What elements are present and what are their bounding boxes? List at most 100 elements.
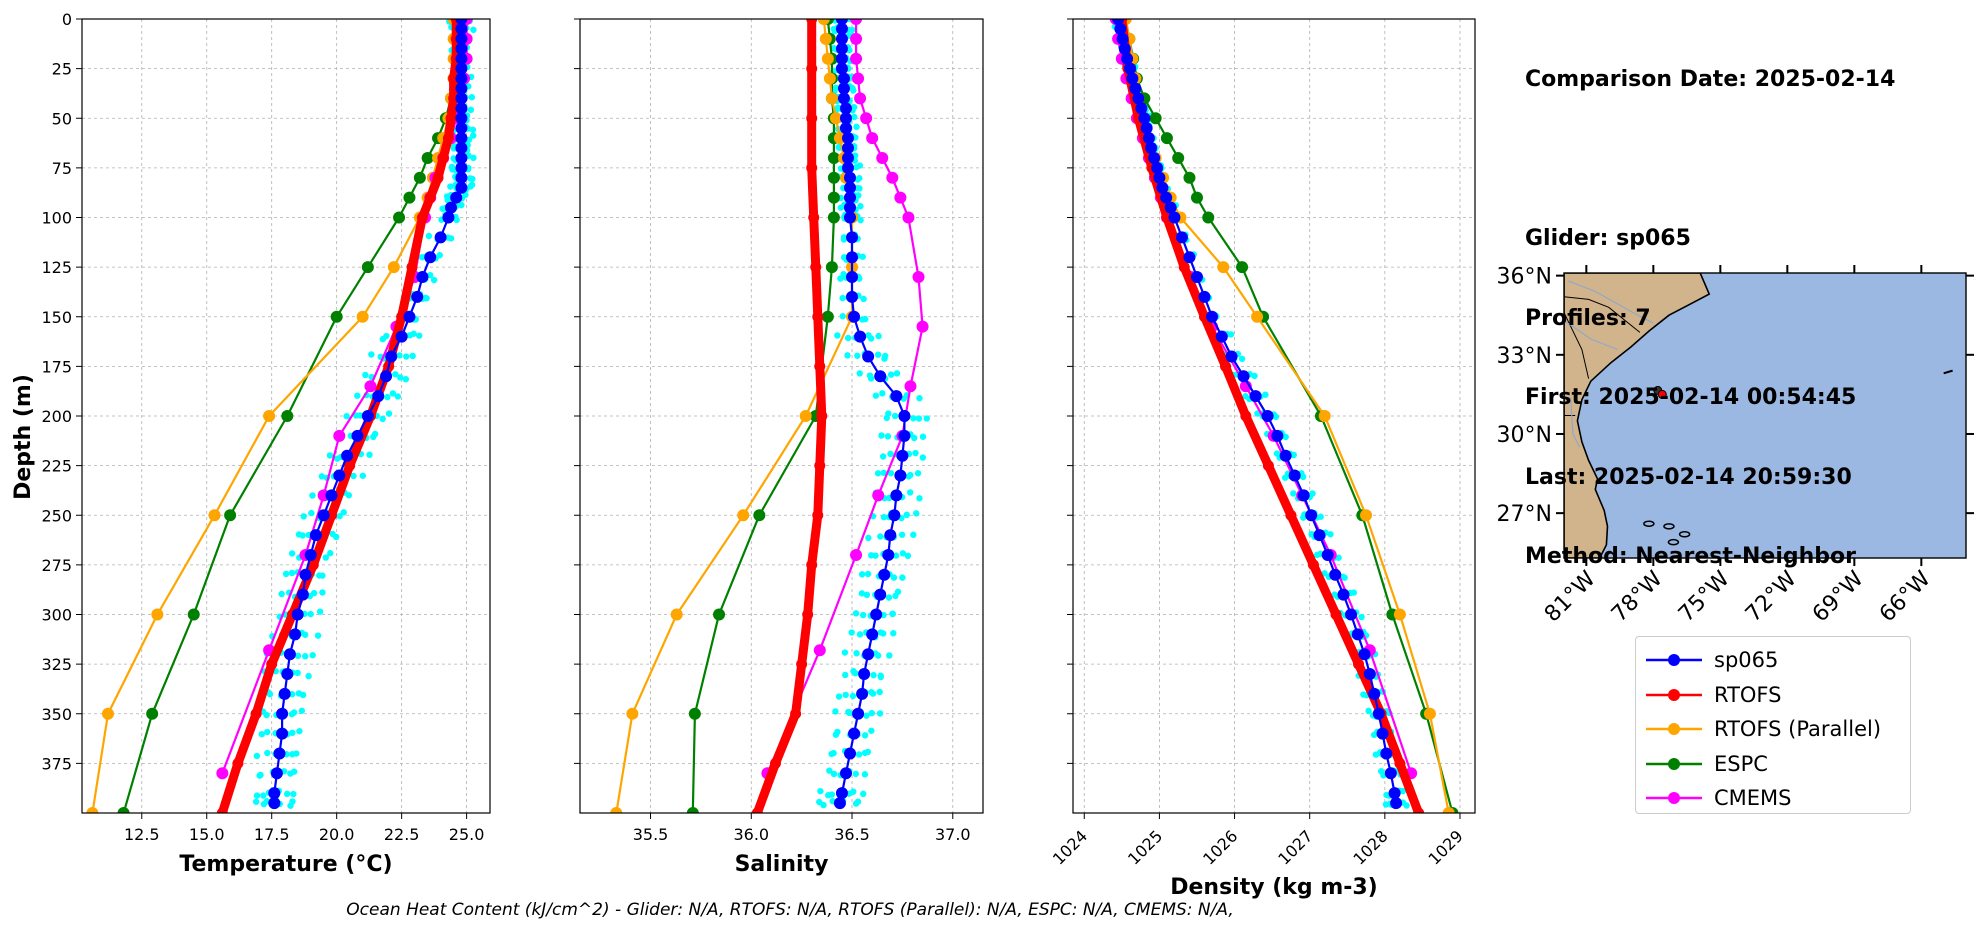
glider-profile-point xyxy=(923,415,930,422)
glider-profile-point xyxy=(826,767,833,774)
glider-profile-point xyxy=(318,473,326,480)
glider-profile-point xyxy=(1335,554,1342,561)
series-point-espc xyxy=(1149,112,1162,125)
glider-profile-point xyxy=(354,392,361,399)
glider-profile-point xyxy=(345,492,353,499)
glider-profile-point xyxy=(835,693,843,700)
island xyxy=(1678,531,1691,538)
glider-profile-point xyxy=(260,792,267,799)
series-point-rtofs xyxy=(250,708,262,720)
glider-profile-point xyxy=(326,452,334,459)
glider-profile-point xyxy=(913,510,920,517)
series-point-rtofs xyxy=(266,658,278,670)
series-point-sp065 xyxy=(835,32,848,45)
glider-profile-point xyxy=(426,271,434,279)
series-point-sp065 xyxy=(1114,22,1127,35)
series-point-sp065 xyxy=(450,191,463,204)
glider-profile-point xyxy=(834,332,841,339)
series-point-sp065 xyxy=(1345,608,1358,621)
y-tick-label: 300 xyxy=(41,606,72,625)
map-lat-label: 36°N xyxy=(1497,265,1552,290)
x-tick-label: 1024 xyxy=(1049,826,1091,868)
glider-profile-point xyxy=(872,392,880,399)
comparison-date: Comparison Date: 2025-02-14 xyxy=(1525,67,1896,92)
glider-profile-point xyxy=(402,375,410,383)
series-point-sp065 xyxy=(1151,161,1164,174)
x-tick-label: 20.0 xyxy=(319,825,355,844)
legend-swatch xyxy=(1646,654,1702,667)
glider-profile-point xyxy=(1403,802,1410,809)
series-point-rtofs xyxy=(810,261,822,273)
series-point-sp065 xyxy=(351,429,364,442)
series-point-cmems xyxy=(894,191,907,204)
series-point-sp065 xyxy=(1288,469,1301,482)
glider-profile-point xyxy=(278,590,285,598)
axes-frame xyxy=(579,18,984,814)
series-point-espc xyxy=(827,211,840,224)
glider-profile-point xyxy=(868,727,875,734)
glider-profile-point xyxy=(383,332,390,340)
series-point-espc xyxy=(117,807,130,813)
series-point-sp065 xyxy=(841,132,854,145)
glider-profile-point xyxy=(893,370,901,377)
series-point-sp065 xyxy=(1279,449,1292,462)
series-point-sp065 xyxy=(1160,191,1173,204)
series-point-sp065 xyxy=(890,390,903,403)
series-point-sp065 xyxy=(862,350,875,363)
y-tick-label: 275 xyxy=(41,556,72,575)
glider-profile-point xyxy=(266,690,274,698)
series-point-rtofs-parallel- xyxy=(387,261,400,274)
series-point-sp065 xyxy=(1126,72,1139,85)
glider-profile-point xyxy=(289,729,296,737)
land xyxy=(1564,273,1711,558)
series-point-sp065 xyxy=(1388,787,1401,800)
glider-profile-point xyxy=(906,489,914,496)
series-point-sp065 xyxy=(1183,251,1196,264)
series-point-sp065 xyxy=(841,142,854,155)
series-point-sp065 xyxy=(268,787,281,800)
series-point-sp065 xyxy=(1337,588,1350,601)
series-point-sp065 xyxy=(270,767,283,780)
series-point-sp065 xyxy=(852,707,865,720)
glider-profile-point xyxy=(876,710,884,717)
legend-swatch xyxy=(1646,688,1702,701)
glider-profile-point xyxy=(899,550,907,557)
glider-profile-point xyxy=(1290,451,1297,459)
glider-profile-point xyxy=(1341,574,1348,581)
series-point-rtofs xyxy=(445,112,457,124)
glider-profile-point xyxy=(898,531,906,538)
glider-profile-point xyxy=(853,650,860,657)
ocean-heat-content-caption: Ocean Heat Content (kJ/cm^2) - Glider: N… xyxy=(346,900,1234,920)
series-point-rtofs xyxy=(814,460,826,472)
series-point-sp065 xyxy=(333,469,346,482)
legend-label: sp065 xyxy=(1714,648,1779,673)
series-point-espc xyxy=(713,608,726,621)
glider-profile-point xyxy=(298,707,306,714)
glider-profile-point xyxy=(880,469,887,477)
series-point-espc xyxy=(1190,191,1203,204)
axes-frame xyxy=(1072,18,1476,814)
glider-profile-point xyxy=(830,770,838,778)
glider-profile-point xyxy=(264,728,271,736)
state-border xyxy=(1564,296,1641,333)
glider-profile-point xyxy=(288,691,296,698)
glider-profile-point xyxy=(299,691,307,699)
glider-profile-point xyxy=(891,412,899,420)
series-point-sp065 xyxy=(839,767,852,780)
glider-profile-point xyxy=(470,132,477,139)
y-tick-label: 25 xyxy=(52,60,72,79)
series-point-sp065 xyxy=(844,191,857,204)
glider-profile-point xyxy=(309,492,316,499)
y-tick-label: 225 xyxy=(41,457,72,476)
series-point-rtofs xyxy=(796,658,808,670)
series-line-rtofs-parallel- xyxy=(1124,19,1450,813)
series-point-sp065 xyxy=(1225,350,1238,363)
series-point-rtofs xyxy=(802,609,814,620)
glider-profile-point xyxy=(253,792,261,799)
glider-profile-point xyxy=(850,103,858,111)
glider-profile-point xyxy=(915,415,923,422)
x-tick-label: 12.5 xyxy=(124,825,160,844)
series-point-sp065 xyxy=(281,668,294,681)
series-point-cmems xyxy=(860,112,873,125)
series-point-sp065 xyxy=(445,201,458,214)
